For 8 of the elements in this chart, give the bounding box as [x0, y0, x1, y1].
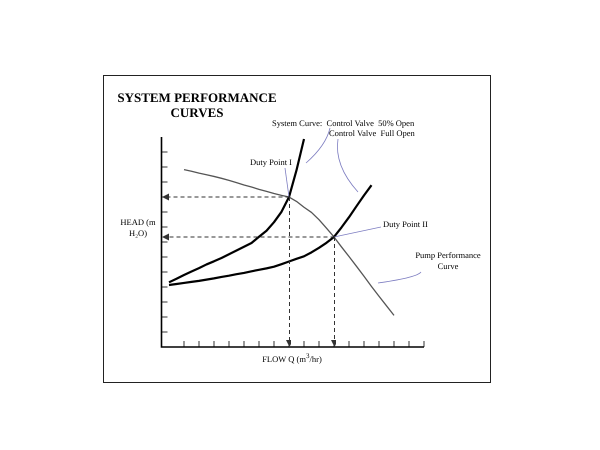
text: System Curve: Control Valve 50% Open: [272, 118, 415, 128]
annotation: Duty Point I: [250, 157, 292, 168]
y-axis-title: HEAD (m H₂O): [119, 217, 157, 239]
annotation: Duty Point II: [383, 219, 428, 230]
text: Control Valve Full Open: [329, 128, 416, 138]
text: Pump Performance Curve: [415, 250, 481, 272]
x-axis-title: FLOW Q (m$^{3}$/hr): [261, 352, 323, 364]
chart-title: SYSTEM PERFORMANCE CURVES: [116, 90, 278, 120]
